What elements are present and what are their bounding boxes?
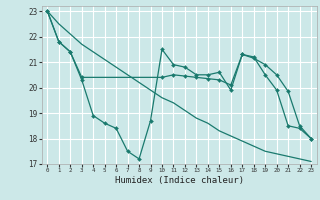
X-axis label: Humidex (Indice chaleur): Humidex (Indice chaleur) [115,176,244,185]
